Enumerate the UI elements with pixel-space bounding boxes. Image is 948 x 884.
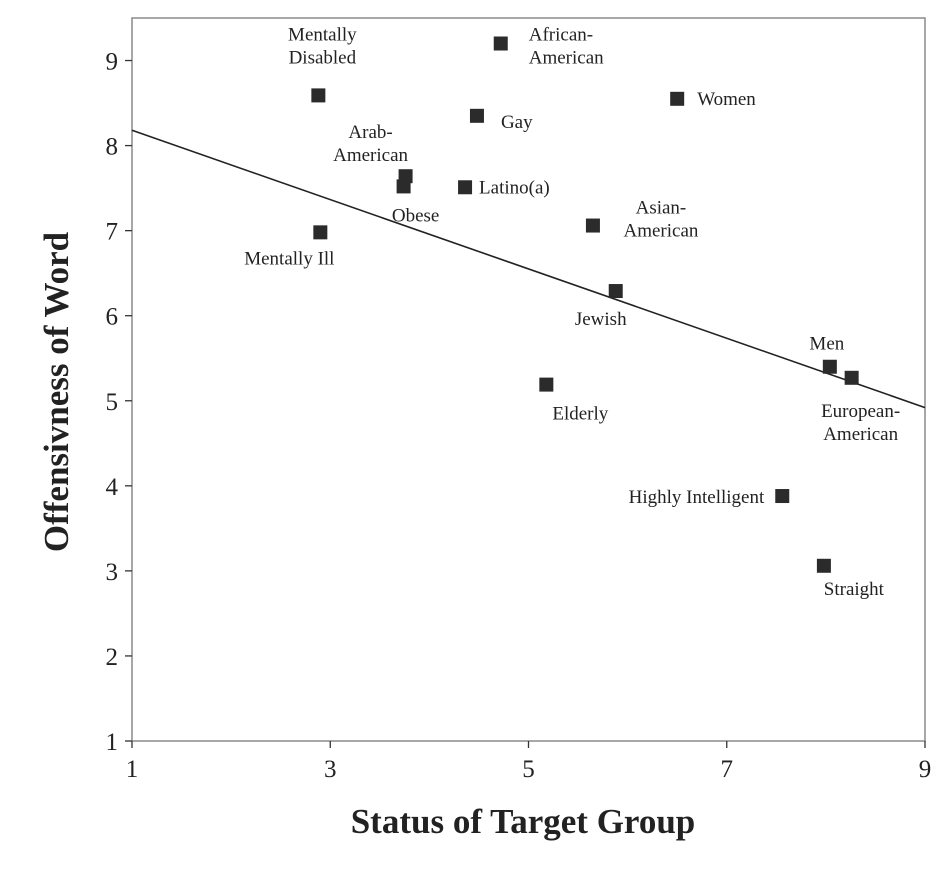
data-point-marker (670, 91, 685, 106)
x-tick-label: 7 (721, 756, 734, 783)
data-point-label: Elderly (552, 404, 608, 425)
data-point-marker (816, 558, 831, 573)
data-point-marker (539, 377, 554, 392)
trend-line (131, 129, 926, 409)
data-point-marker (608, 284, 623, 299)
y-axis-title: Offensivness of Word (37, 231, 76, 552)
y-tick-label: 1 (106, 729, 119, 756)
data-point-label: Latino(a) (479, 177, 550, 198)
data-point-label: Gay (501, 112, 533, 133)
data-point-label: American (529, 48, 604, 69)
x-tick-label: 3 (324, 756, 337, 783)
data-point-label: Jewish (575, 309, 627, 330)
data-point-label: Obese (392, 205, 439, 226)
data-point-label: African- (529, 25, 593, 46)
data-point-label: Arab- (348, 122, 392, 143)
data-point-label: Asian- (636, 198, 687, 219)
data-point-marker (493, 36, 508, 51)
data-point-marker (844, 370, 859, 385)
data-point-marker (396, 179, 411, 194)
x-axis-title: Status of Target Group (351, 802, 696, 841)
x-tick-label: 9 (919, 756, 932, 783)
data-point-marker (585, 218, 600, 233)
data-point-marker (469, 108, 484, 123)
data-point-marker (822, 359, 837, 374)
data-point-marker (313, 225, 328, 240)
data-point-label: Men (809, 334, 844, 355)
x-tick-label: 5 (522, 756, 535, 783)
y-tick-label: 3 (106, 559, 119, 586)
data-point-label: American (333, 145, 408, 166)
y-tick-label: 4 (106, 474, 119, 501)
data-point-label: Mentally (288, 24, 357, 45)
data-point-marker (458, 180, 473, 195)
y-tick-label: 8 (106, 134, 119, 161)
data-point-label: Mentally Ill (244, 248, 334, 269)
y-tick-label: 2 (106, 644, 119, 671)
x-tick-label: 1 (126, 756, 139, 783)
data-point-label: Disabled (289, 47, 357, 68)
data-point-label: European- (821, 401, 900, 422)
y-tick-label: 6 (106, 304, 119, 331)
y-tick-label: 5 (106, 389, 119, 416)
y-tick-label: 7 (106, 219, 119, 246)
data-point-label: Straight (824, 579, 885, 600)
data-point-marker (311, 88, 326, 103)
data-point-marker (775, 489, 790, 504)
data-point-label: American (623, 221, 698, 242)
y-tick-label: 9 (106, 49, 119, 76)
data-point-label: Highly Intelligent (629, 487, 765, 508)
data-point-label: Women (697, 89, 756, 110)
data-point-label: American (823, 424, 898, 445)
